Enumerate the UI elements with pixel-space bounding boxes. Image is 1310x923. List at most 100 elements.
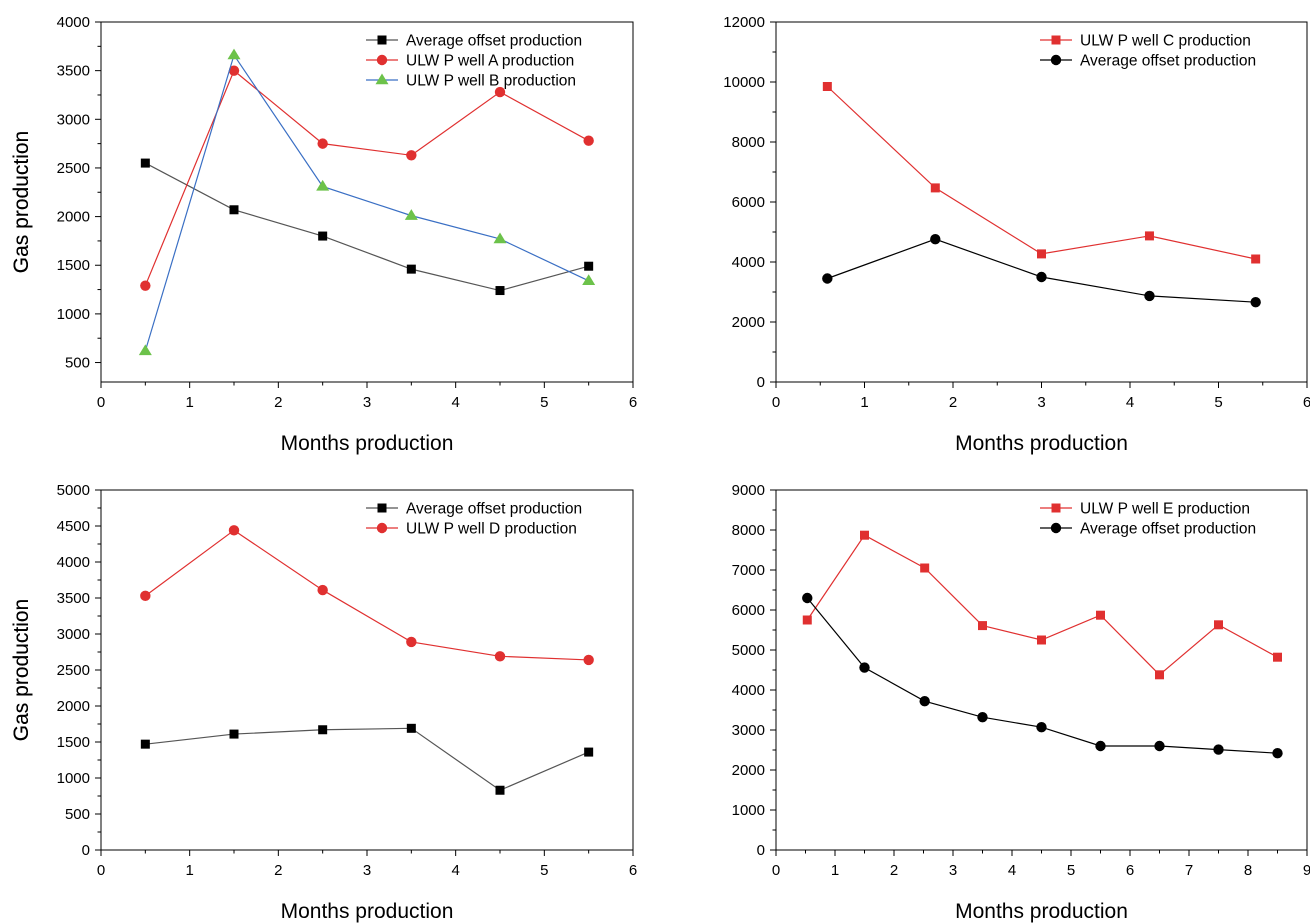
series-2 xyxy=(140,525,594,666)
data-point xyxy=(1251,254,1261,264)
x-tick-label: 9 xyxy=(1303,862,1310,879)
data-point xyxy=(228,525,240,536)
x-tick-label: 1 xyxy=(185,394,193,411)
y-tick-label: 3000 xyxy=(57,626,90,643)
y-tick-label: 0 xyxy=(82,842,90,859)
data-point xyxy=(1095,740,1106,752)
legend-item-1: ULW P well E production xyxy=(1040,501,1250,518)
data-point xyxy=(1036,722,1047,733)
series-line xyxy=(144,53,589,352)
legend-item-1: Average offset production xyxy=(366,501,582,518)
series-1 xyxy=(140,723,594,795)
data-point xyxy=(140,280,151,291)
data-point xyxy=(140,590,151,602)
legend-item-2: ULW P well D production xyxy=(366,521,577,538)
x-tick-label: 6 xyxy=(629,394,637,411)
x-tick-label: 3 xyxy=(1037,394,1045,411)
y-tick-label: 9000 xyxy=(732,482,765,499)
y-tick-label: 5000 xyxy=(732,642,765,659)
data-point xyxy=(1144,231,1154,241)
x-tick-label: 4 xyxy=(1126,394,1134,411)
data-point xyxy=(493,232,507,244)
data-point xyxy=(495,286,505,296)
series-2 xyxy=(140,65,594,291)
x-axis-title: Months production xyxy=(955,432,1128,455)
y-tick-label: 4000 xyxy=(732,682,765,699)
data-point xyxy=(584,261,594,271)
legend-marker xyxy=(376,54,388,66)
data-point xyxy=(1155,670,1164,680)
series-line xyxy=(144,529,589,661)
legend-item-2: ULW P well A production xyxy=(366,53,574,70)
data-point xyxy=(318,231,328,241)
y-tick-label: 1000 xyxy=(57,770,90,787)
chart-panel-3: 0 1 2 3 4 5 6 0 500 1000 1500 2000 2500 3000 3500 4000 4… xyxy=(10,482,637,923)
y-tick-label: 12000 xyxy=(723,14,765,31)
data-point xyxy=(1154,740,1165,752)
x-tick-label: 4 xyxy=(1008,862,1016,879)
legend-marker xyxy=(375,73,389,85)
data-point xyxy=(978,621,987,631)
y-tick-label: 2500 xyxy=(57,160,90,177)
x-tick-label: 4 xyxy=(451,394,459,411)
data-point xyxy=(1036,271,1047,283)
y-tick-label: 4000 xyxy=(732,254,765,271)
legend-label: ULW P well D production xyxy=(406,521,577,538)
y-tick-label: 5000 xyxy=(57,482,90,499)
x-tick-label: 0 xyxy=(772,394,780,411)
series-1 xyxy=(140,158,594,296)
data-point xyxy=(930,234,941,245)
series-1 xyxy=(802,530,1282,680)
data-point xyxy=(406,264,416,274)
legend-label: ULW P well E production xyxy=(1080,501,1250,518)
data-point xyxy=(317,584,328,596)
y-tick-label: 4000 xyxy=(57,14,90,31)
y-axis-title: Gas production xyxy=(10,131,33,273)
x-tick-label: 4 xyxy=(451,862,459,879)
data-point xyxy=(860,530,869,540)
legend-label: Average offset production xyxy=(406,33,582,50)
y-tick-label: 1500 xyxy=(57,257,90,274)
legend-marker xyxy=(377,35,387,45)
plot-frame xyxy=(100,489,634,851)
data-point xyxy=(406,636,417,648)
x-tick-label: 2 xyxy=(274,862,282,879)
legend-item-2: Average offset production xyxy=(1040,521,1256,538)
x-tick-label: 1 xyxy=(185,862,193,879)
legend-label: Average offset production xyxy=(1080,521,1256,538)
y-tick-label: 2000 xyxy=(57,698,90,715)
x-tick-label: 5 xyxy=(1214,394,1222,411)
data-point xyxy=(930,183,940,193)
data-point xyxy=(1037,249,1046,259)
x-tick-label: 6 xyxy=(1303,394,1310,411)
legend-item-1: Average offset production xyxy=(366,33,582,50)
x-tick-label: 5 xyxy=(540,394,548,411)
data-point xyxy=(802,615,812,625)
y-tick-label: 2000 xyxy=(57,209,90,226)
legend-marker xyxy=(376,522,388,534)
data-point xyxy=(494,651,506,662)
y-tick-label: 1500 xyxy=(57,734,90,751)
x-axis-title: Months production xyxy=(281,432,454,455)
x-tick-label: 3 xyxy=(363,862,371,879)
data-point xyxy=(1096,610,1105,620)
data-point xyxy=(977,712,988,723)
legend-item-1: ULW P well C production xyxy=(1040,33,1251,50)
series-line xyxy=(827,238,1256,303)
data-point xyxy=(140,158,150,168)
data-point xyxy=(229,205,239,215)
data-point xyxy=(1037,635,1046,645)
y-tick-label: 1000 xyxy=(57,306,90,323)
series-2 xyxy=(822,234,1261,308)
y-tick-label: 0 xyxy=(757,842,765,859)
x-tick-label: 6 xyxy=(1126,862,1134,879)
legend: Average offset production ULW P well D pr… xyxy=(366,501,582,538)
legend-marker xyxy=(1051,35,1061,45)
legend-marker xyxy=(1050,522,1062,534)
legend-item-2: Average offset production xyxy=(1040,53,1256,70)
data-point xyxy=(140,739,150,749)
series-line xyxy=(144,69,589,286)
data-point xyxy=(317,138,328,149)
y-tick-label: 2000 xyxy=(732,314,765,331)
y-tick-label: 8000 xyxy=(732,134,765,151)
